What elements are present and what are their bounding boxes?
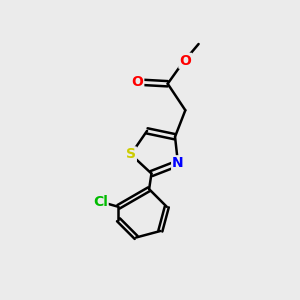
Text: O: O <box>179 54 191 68</box>
Text: Cl: Cl <box>93 194 108 208</box>
Text: N: N <box>172 156 184 170</box>
Text: O: O <box>131 75 143 89</box>
Text: S: S <box>126 147 136 161</box>
